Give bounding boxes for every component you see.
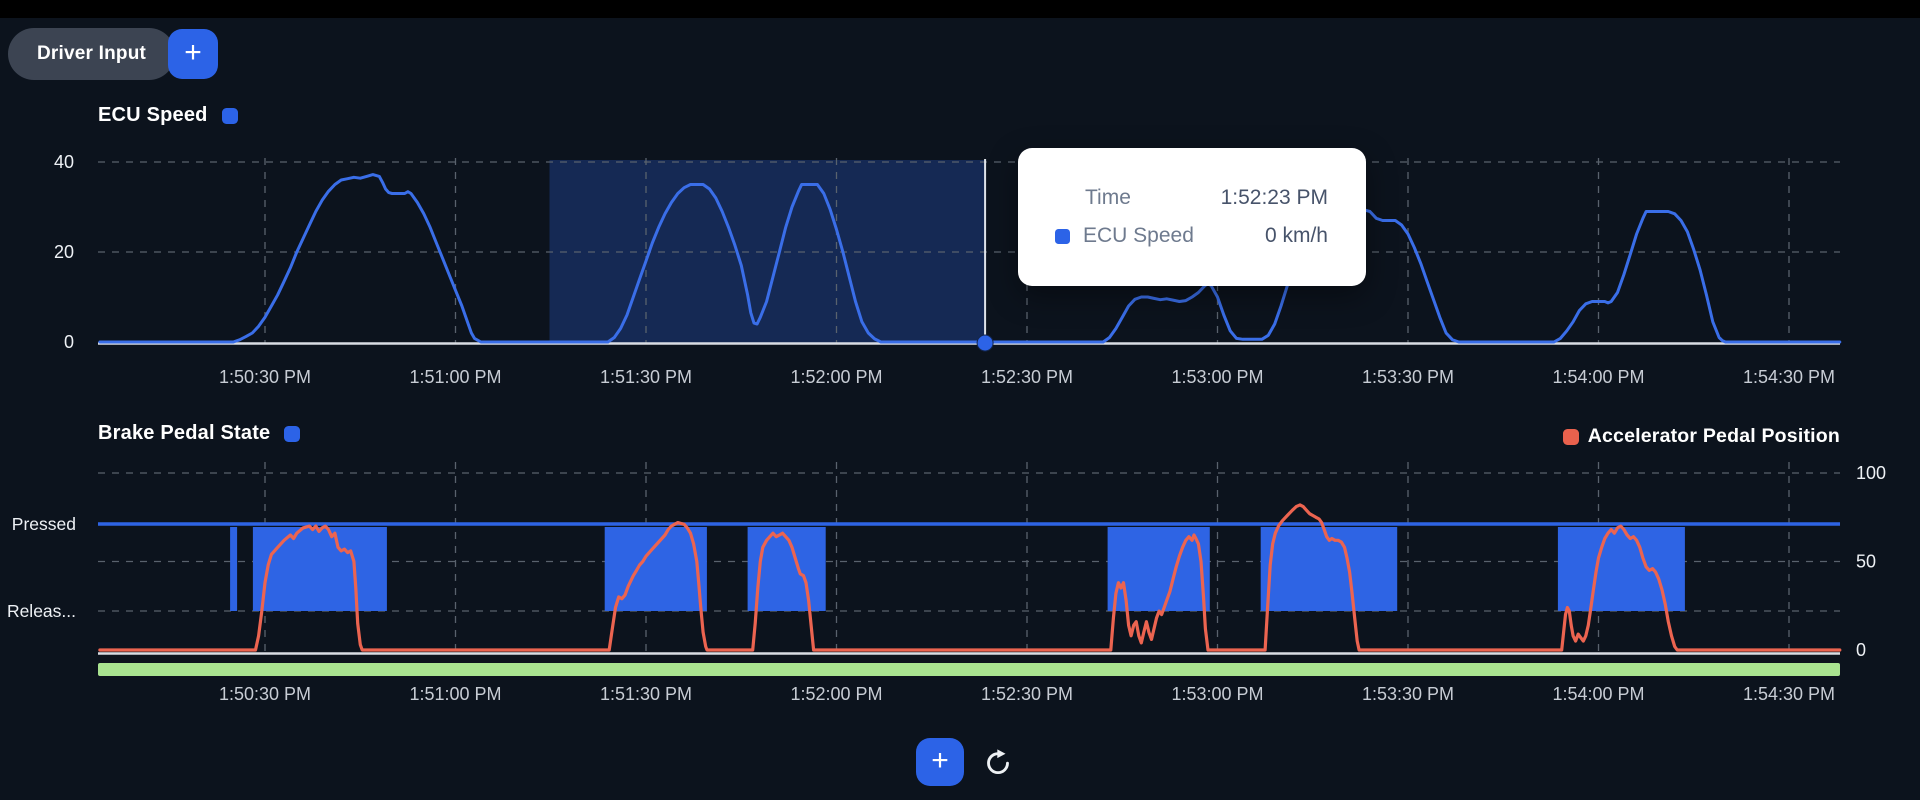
brake-pedal-title-label: Brake Pedal State bbox=[98, 422, 271, 444]
x-tick-label: 1:53:00 PM bbox=[1171, 367, 1263, 387]
accelerator-line bbox=[98, 503, 1842, 652]
add-signal-button[interactable]: + bbox=[168, 29, 218, 79]
brake-pedal-legend-swatch[interactable] bbox=[284, 425, 301, 442]
x-tick-label: 1:50:30 PM bbox=[219, 684, 311, 704]
tooltip-time-row: Time 1:52:23 PM bbox=[1055, 186, 1328, 210]
add-chart-button[interactable]: + bbox=[916, 738, 964, 786]
right-y-tick-label: 0 bbox=[1856, 640, 1866, 660]
signal-group-label: Driver Input bbox=[37, 43, 147, 64]
x-tick-label: 1:54:30 PM bbox=[1743, 684, 1835, 704]
brake-released-block bbox=[230, 527, 238, 611]
x-tick-label: 1:54:30 PM bbox=[1743, 367, 1835, 387]
ecu-speed-chart: 40 20 0 1:50:30 PM 1:51:00 PM 1:51:30 PM 1:52:… bbox=[54, 152, 1842, 387]
x-tick-label: 1:52:00 PM bbox=[790, 684, 882, 704]
tooltip-series-value: 0 km/h bbox=[1264, 224, 1328, 247]
x-tick-label: 1:52:30 PM bbox=[981, 684, 1073, 704]
green-status-bar[interactable] bbox=[98, 663, 1840, 676]
ecu-speed-line bbox=[98, 173, 1842, 344]
refresh-icon bbox=[987, 749, 1009, 775]
tooltip-series-swatch bbox=[1055, 228, 1070, 244]
x-tick-label: 1:52:30 PM bbox=[981, 367, 1073, 387]
signal-group-pill[interactable]: Driver Input bbox=[8, 28, 176, 80]
ecu-speed-title: ECU Speed bbox=[98, 104, 238, 127]
y-tick-label-released: Releas... bbox=[7, 601, 76, 621]
tooltip-series-label: ECU Speed bbox=[1083, 224, 1194, 247]
accelerator-legend-swatch[interactable] bbox=[1562, 428, 1579, 445]
brake-released-block bbox=[1557, 527, 1685, 611]
ecu-speed-title-label: ECU Speed bbox=[98, 104, 208, 126]
top-black-bar bbox=[0, 0, 1920, 18]
chart-tooltip: Time 1:52:23 PM ECU Speed 0 km/h bbox=[1018, 148, 1366, 286]
x-tick-label: 1:51:00 PM bbox=[409, 684, 501, 704]
y-tick-label: 40 bbox=[54, 152, 74, 172]
x-tick-label: 1:54:00 PM bbox=[1552, 367, 1644, 387]
plus-icon: + bbox=[184, 36, 202, 69]
y-tick-label-pressed: Pressed bbox=[12, 514, 76, 534]
right-y-tick-label: 100 bbox=[1856, 463, 1886, 483]
x-tick-label: 1:53:30 PM bbox=[1362, 367, 1454, 387]
tooltip-time-value: 1:52:23 PM bbox=[1220, 186, 1328, 209]
x-tick-label: 1:53:30 PM bbox=[1362, 684, 1454, 704]
plus-icon: + bbox=[931, 744, 949, 777]
tooltip-time-label: Time bbox=[1085, 186, 1131, 209]
x-tick-label: 1:51:00 PM bbox=[409, 367, 501, 387]
x-tick-label: 1:50:30 PM bbox=[219, 367, 311, 387]
right-y-tick-label: 50 bbox=[1856, 552, 1876, 572]
y-tick-label: 20 bbox=[54, 242, 74, 262]
ecu-speed-legend-swatch[interactable] bbox=[221, 107, 238, 124]
y-tick-label: 0 bbox=[64, 332, 74, 352]
zoom-selection-region[interactable] bbox=[549, 160, 986, 343]
x-tick-label: 1:52:00 PM bbox=[790, 367, 882, 387]
cursor-handle[interactable] bbox=[976, 334, 994, 352]
accelerator-legend-label: Accelerator Pedal Position bbox=[1587, 425, 1840, 447]
pedals-chart: Pressed Releas... 100 50 0 1:50:30 PM 1:51:00 … bbox=[7, 462, 1886, 704]
brake-released-block bbox=[1107, 527, 1210, 611]
brake-released-block bbox=[252, 527, 387, 611]
tooltip-series-row: ECU Speed 0 km/h bbox=[1055, 224, 1328, 248]
x-tick-label: 1:54:00 PM bbox=[1552, 684, 1644, 704]
x-tick-label: 1:53:00 PM bbox=[1171, 684, 1263, 704]
x-tick-label: 1:51:30 PM bbox=[600, 367, 692, 387]
brake-pedal-title: Brake Pedal State bbox=[98, 422, 301, 445]
refresh-button[interactable] bbox=[982, 746, 1014, 778]
accelerator-legend: Accelerator Pedal Position bbox=[1562, 425, 1840, 448]
x-tick-label: 1:51:30 PM bbox=[600, 684, 692, 704]
